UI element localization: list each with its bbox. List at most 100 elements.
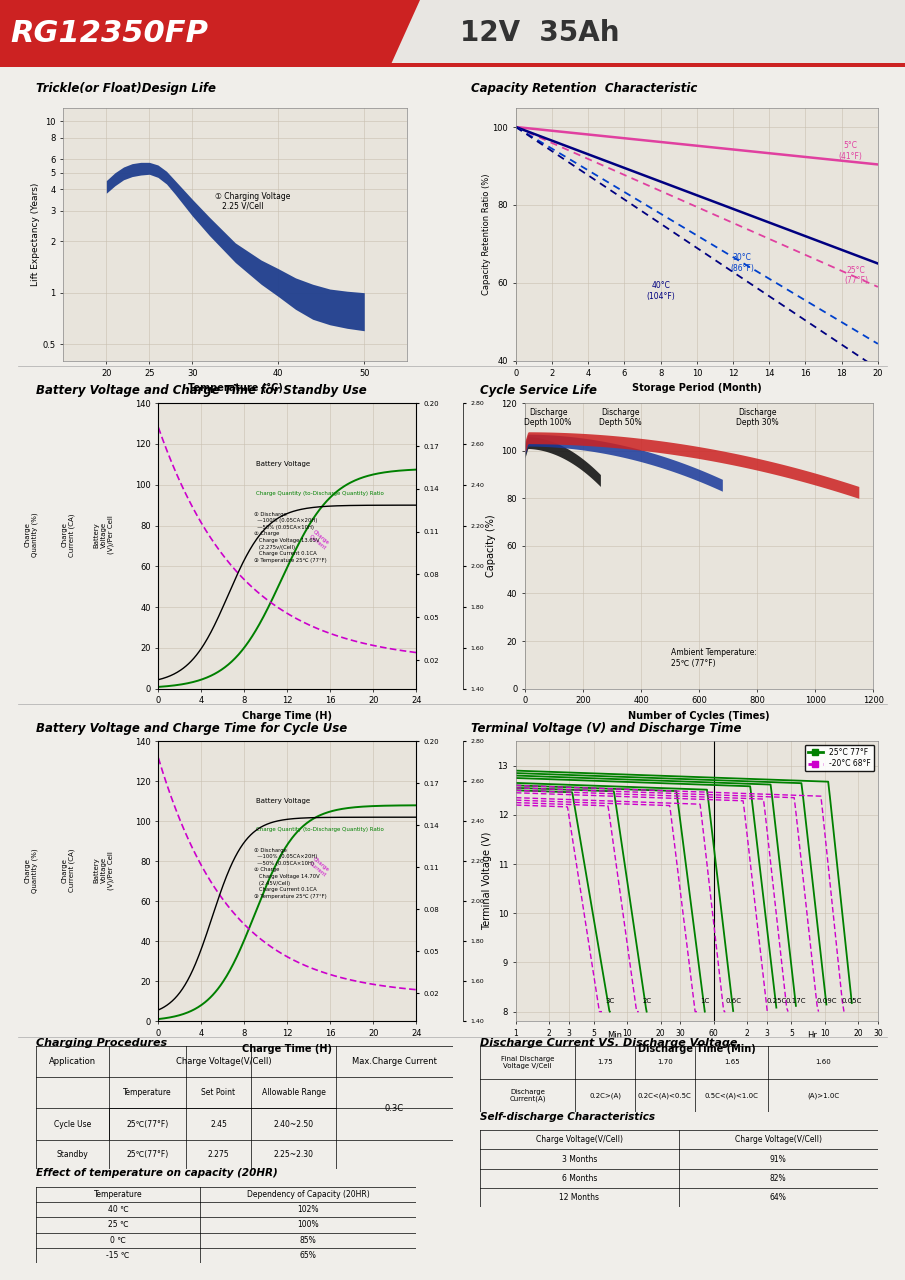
Text: 6 Months: 6 Months	[561, 1174, 597, 1183]
Text: 0.3C: 0.3C	[385, 1103, 404, 1112]
Text: Battery Voltage: Battery Voltage	[256, 797, 310, 804]
Text: Trickle(or Float)Design Life: Trickle(or Float)Design Life	[36, 82, 216, 95]
Text: Application: Application	[49, 1057, 97, 1066]
Text: 1.65: 1.65	[724, 1060, 739, 1065]
Text: Set Point: Set Point	[202, 1088, 235, 1097]
Text: Discharge Current VS. Discharge Voltage: Discharge Current VS. Discharge Voltage	[480, 1038, 737, 1048]
Text: 100%: 100%	[297, 1220, 319, 1230]
Text: Ambient Temperature:
25℃ (77°F): Ambient Temperature: 25℃ (77°F)	[672, 649, 757, 668]
X-axis label: Number of Cycles (Times): Number of Cycles (Times)	[628, 710, 770, 721]
Text: Charge
Quantity (%): Charge Quantity (%)	[25, 513, 38, 557]
Text: 65%: 65%	[300, 1251, 317, 1261]
X-axis label: Charge Time (H): Charge Time (H)	[243, 1043, 332, 1053]
X-axis label: Storage Period (Month): Storage Period (Month)	[632, 383, 762, 393]
Text: 12V  35Ah: 12V 35Ah	[460, 19, 620, 47]
Text: ① Discharge
  —100% (0.05CA×20H)
  —50% (0.05CA×10H)
② Charge
   Charge Voltage : ① Discharge —100% (0.05CA×20H) —50% (0.0…	[253, 512, 327, 563]
X-axis label: Temperature (°C): Temperature (°C)	[188, 383, 282, 393]
Text: ① Charging Voltage
   2.25 V/Cell: ① Charging Voltage 2.25 V/Cell	[214, 192, 290, 211]
Text: 3C: 3C	[605, 998, 614, 1005]
Text: Charge Voltage(V/Cell): Charge Voltage(V/Cell)	[735, 1135, 822, 1144]
Text: Cycle Service Life: Cycle Service Life	[480, 384, 596, 397]
Text: 40°C
(104°F): 40°C (104°F)	[646, 282, 675, 301]
Text: Charge
Quantity (%): Charge Quantity (%)	[25, 849, 38, 892]
Y-axis label: Terminal Voltage (V): Terminal Voltage (V)	[482, 832, 492, 931]
Text: Max.Charge Current: Max.Charge Current	[352, 1057, 436, 1066]
Text: 40 ℃: 40 ℃	[108, 1204, 129, 1215]
Text: Effect of temperature on capacity (20HR): Effect of temperature on capacity (20HR)	[36, 1169, 278, 1179]
Text: 0.05C: 0.05C	[842, 998, 862, 1005]
X-axis label: Discharge Time (Min): Discharge Time (Min)	[638, 1043, 756, 1053]
Text: Battery Voltage and Charge Time for Cycle Use: Battery Voltage and Charge Time for Cycl…	[36, 722, 348, 735]
Text: 25 ℃: 25 ℃	[108, 1220, 129, 1230]
Text: Discharge
Depth 50%: Discharge Depth 50%	[599, 407, 642, 428]
Text: 1.70: 1.70	[657, 1060, 672, 1065]
Text: 25℃(77°F): 25℃(77°F)	[127, 1120, 169, 1129]
Text: 2.45: 2.45	[210, 1120, 227, 1129]
Y-axis label: Capacity (%): Capacity (%)	[486, 515, 496, 577]
Text: 2C: 2C	[642, 998, 652, 1005]
X-axis label: Charge Time (H): Charge Time (H)	[243, 710, 332, 721]
Text: 0.2C>(A): 0.2C>(A)	[589, 1092, 621, 1100]
Text: Self-discharge Characteristics: Self-discharge Characteristics	[480, 1112, 654, 1123]
Text: Battery Voltage and Charge Time for Standby Use: Battery Voltage and Charge Time for Stan…	[36, 384, 367, 397]
Text: Charge Quantity (to-Discharge Quantity) Ratio: Charge Quantity (to-Discharge Quantity) …	[256, 827, 385, 832]
Text: 91%: 91%	[770, 1155, 786, 1164]
Text: Final Discharge
Voltage V/Cell: Final Discharge Voltage V/Cell	[500, 1056, 554, 1069]
Text: 0.09C: 0.09C	[816, 998, 836, 1005]
Text: 0.25C: 0.25C	[767, 998, 786, 1005]
Text: Charge
Current: Charge Current	[308, 530, 330, 550]
Text: 1.75: 1.75	[597, 1060, 613, 1065]
Text: ① Discharge
  —100% (0.05CA×20H)
  —50% (0.05CA×10H)
② Charge
   Charge Voltage : ① Discharge —100% (0.05CA×20H) —50% (0.0…	[253, 847, 327, 899]
Text: Cycle Use: Cycle Use	[54, 1120, 91, 1129]
Text: 1C: 1C	[700, 998, 710, 1005]
Text: 30°C
(86°F): 30°C (86°F)	[730, 253, 754, 273]
Text: Temperature: Temperature	[93, 1189, 142, 1199]
Text: Min: Min	[607, 1032, 623, 1041]
Text: 82%: 82%	[770, 1174, 786, 1183]
Text: Discharge
Current(A): Discharge Current(A)	[510, 1089, 546, 1102]
Text: Battery
Voltage
(V)/Per Cell: Battery Voltage (V)/Per Cell	[94, 516, 114, 554]
Text: 0.6C: 0.6C	[725, 998, 741, 1005]
Text: RG12350FP: RG12350FP	[10, 19, 208, 47]
Text: -15 ℃: -15 ℃	[106, 1251, 129, 1261]
Text: Charge Quantity (to-Discharge Quantity) Ratio: Charge Quantity (to-Discharge Quantity) …	[256, 490, 385, 495]
Text: 12 Months: 12 Months	[559, 1193, 599, 1202]
Text: Charge Voltage(V/Cell): Charge Voltage(V/Cell)	[176, 1057, 272, 1066]
Y-axis label: Capacity Retention Ratio (%): Capacity Retention Ratio (%)	[482, 174, 491, 294]
Legend: 25°C 77°F, -20°C 68°F: 25°C 77°F, -20°C 68°F	[805, 745, 874, 772]
Text: 25°C
(77°F): 25°C (77°F)	[844, 265, 868, 285]
Text: 0.5C<(A)<1.0C: 0.5C<(A)<1.0C	[705, 1092, 758, 1100]
Bar	[0, 63, 905, 67]
Text: Battery
Voltage
(V)/Per Cell: Battery Voltage (V)/Per Cell	[94, 851, 114, 890]
Text: Battery Voltage: Battery Voltage	[256, 461, 310, 467]
Text: Charge
Current (CA): Charge Current (CA)	[62, 849, 74, 892]
Text: 2.25~2.30: 2.25~2.30	[273, 1149, 313, 1160]
Text: Dependency of Capacity (20HR): Dependency of Capacity (20HR)	[246, 1189, 369, 1199]
Text: (A)>1.0C: (A)>1.0C	[807, 1092, 839, 1100]
Text: Discharge
Depth 100%: Discharge Depth 100%	[524, 407, 572, 428]
Text: 102%: 102%	[297, 1204, 319, 1215]
Text: 0.17C: 0.17C	[786, 998, 806, 1005]
Text: 64%: 64%	[770, 1193, 786, 1202]
Text: Hr: Hr	[807, 1032, 817, 1041]
Polygon shape	[0, 0, 420, 67]
Text: Standby: Standby	[57, 1149, 89, 1160]
Text: 25℃(77°F): 25℃(77°F)	[127, 1149, 169, 1160]
Text: Charge
Current (CA): Charge Current (CA)	[62, 513, 74, 557]
Text: Allowable Range: Allowable Range	[262, 1088, 326, 1097]
Text: Charging Procedures: Charging Procedures	[36, 1038, 167, 1048]
Text: Terminal Voltage (V) and Discharge Time: Terminal Voltage (V) and Discharge Time	[471, 722, 741, 735]
Text: Charge Voltage(V/Cell): Charge Voltage(V/Cell)	[536, 1135, 623, 1144]
Text: Discharge
Depth 30%: Discharge Depth 30%	[736, 407, 778, 428]
Y-axis label: Lift Expectancy (Years): Lift Expectancy (Years)	[31, 183, 40, 285]
Text: Temperature: Temperature	[123, 1088, 172, 1097]
Text: 2.40~2.50: 2.40~2.50	[273, 1120, 313, 1129]
Text: 5°C
(41°F): 5°C (41°F)	[839, 141, 862, 160]
Text: 2.275: 2.275	[208, 1149, 229, 1160]
Text: Charge
Current: Charge Current	[308, 856, 330, 878]
Text: 0.2C<(A)<0.5C: 0.2C<(A)<0.5C	[638, 1092, 691, 1100]
Text: 85%: 85%	[300, 1235, 317, 1245]
Text: Capacity Retention  Characteristic: Capacity Retention Characteristic	[471, 82, 697, 95]
Text: 3 Months: 3 Months	[561, 1155, 597, 1164]
Text: 1.60: 1.60	[815, 1060, 831, 1065]
